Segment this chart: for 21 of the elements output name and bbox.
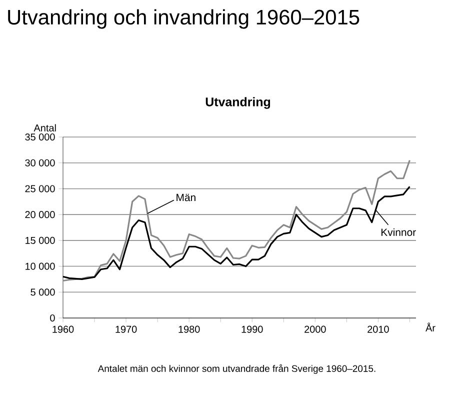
x-axis-title: År (426, 322, 436, 332)
x-tick-label: 1970 (116, 326, 137, 333)
annotation: Kvinnor (381, 228, 416, 236)
y-tick-label: 10 000 (26, 262, 55, 270)
x-tick-label: 1990 (242, 326, 263, 333)
annotation: Män (176, 194, 196, 202)
x-tick-label: 1960 (52, 326, 74, 333)
x-tick-label: 1980 (178, 326, 200, 333)
x-tick-label: 2010 (368, 326, 389, 333)
y-tick-label: 20 000 (25, 211, 55, 218)
y-tick-label: 35 000 (25, 133, 55, 141)
text: Antalet män och kvinnor som utvandrade från Sverige 1960–2015. (98, 364, 376, 374)
y-tick-label: 30 000 (25, 159, 55, 166)
chart-title: Utvandring och invandring 1960–2015 (8, 9, 360, 29)
x-tick-label: 2000 (304, 326, 326, 333)
y-tick-label: 0 (50, 314, 55, 322)
y-axis-title: Antal (34, 124, 56, 132)
y-tick-label: 5 000 (30, 288, 55, 296)
y-tick-label: 25 000 (25, 185, 55, 192)
y-tick-label: 15 000 (26, 236, 55, 244)
chart-subtitle: Utvandring (206, 97, 270, 109)
